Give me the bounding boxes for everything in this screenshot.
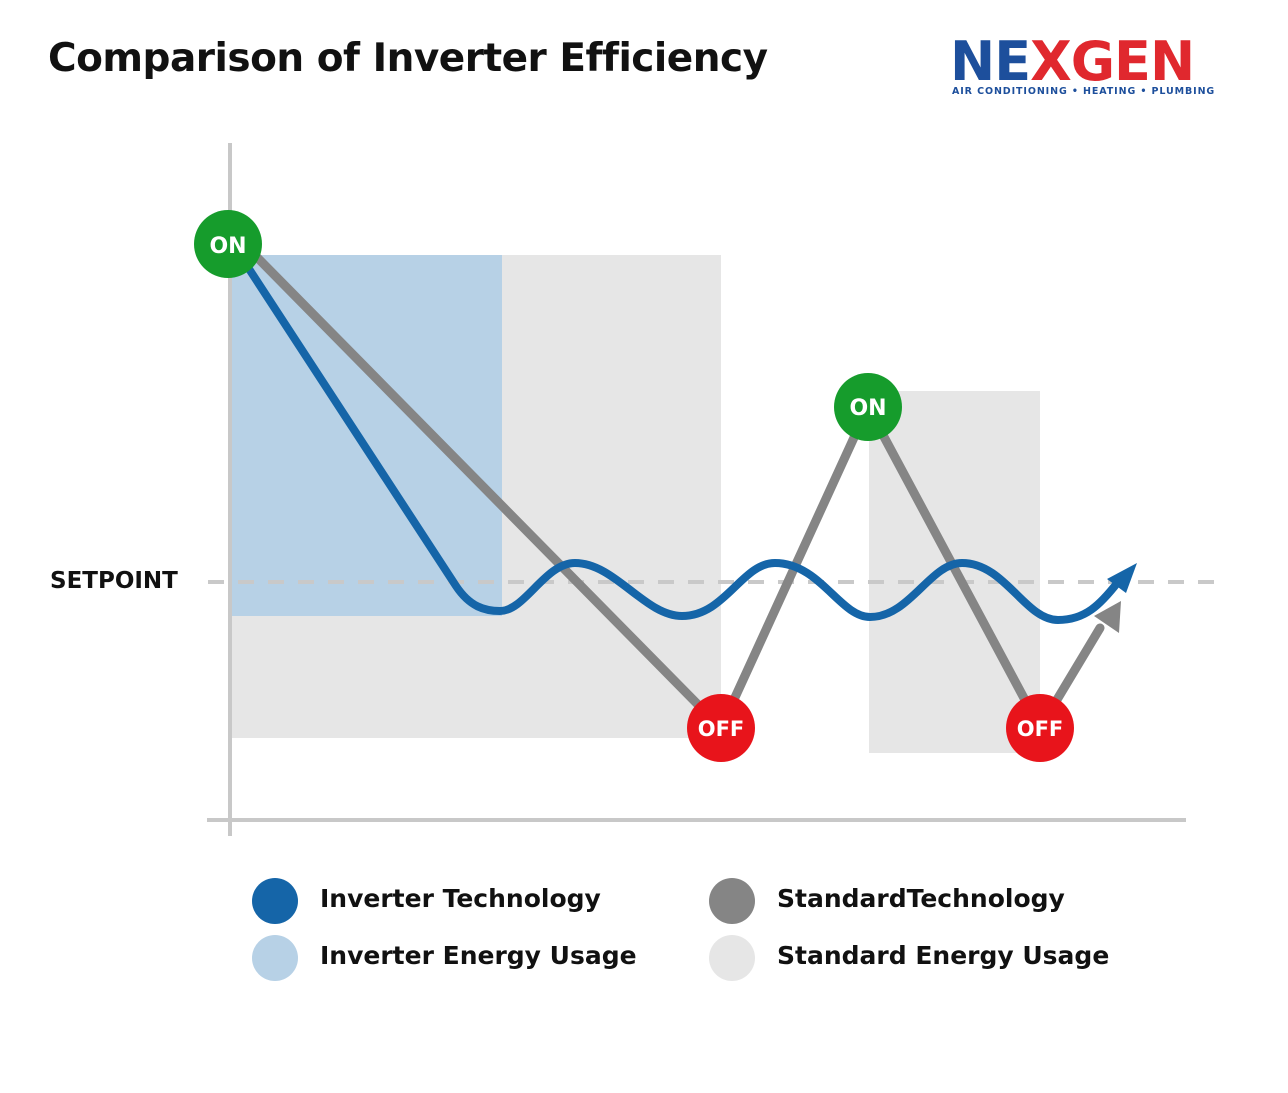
- legend-label: Inverter Technology: [320, 884, 601, 913]
- setpoint-label: SETPOINT: [50, 568, 178, 594]
- logo-tagline: AIR CONDITIONING • HEATING • PLUMBING: [952, 86, 1216, 97]
- legend-label: StandardTechnology: [777, 884, 1065, 913]
- legend-swatch-standard-energy-usage: [709, 935, 755, 981]
- off-marker-1: OFF: [687, 694, 755, 762]
- on-marker-2: ON: [834, 373, 902, 441]
- nexgen-logo: NEXGEN AIR CONDITIONING • HEATING • PLUM…: [950, 32, 1242, 100]
- logo-wordmark: NEXGEN: [950, 30, 1195, 93]
- off-marker-1-label: OFF: [698, 717, 745, 741]
- off-marker-2: OFF: [1006, 694, 1074, 762]
- off-marker-2-label: OFF: [1017, 717, 1064, 741]
- legend-label: Inverter Energy Usage: [320, 941, 637, 970]
- standard-arrowhead: [1094, 601, 1121, 633]
- on-marker-2-label: ON: [849, 396, 886, 421]
- legend-swatch-inverter-energy-usage: [252, 935, 298, 981]
- logo-brand-left: NE: [950, 30, 1031, 93]
- legend-swatch-standard-technology: [709, 878, 755, 924]
- inverter-technology-line: [234, 248, 1122, 625]
- logo-brand-mark: X: [1030, 30, 1072, 93]
- inverter-arrowhead: [1107, 563, 1137, 593]
- page-title: Comparison of Inverter Efficiency: [48, 36, 768, 81]
- on-marker-1-label: ON: [209, 234, 246, 259]
- logo-brand-right: GEN: [1070, 30, 1195, 93]
- legend-swatch-inverter-technology: [252, 878, 298, 924]
- on-marker-1: ON: [194, 210, 262, 278]
- legend-label: Standard Energy Usage: [777, 941, 1110, 970]
